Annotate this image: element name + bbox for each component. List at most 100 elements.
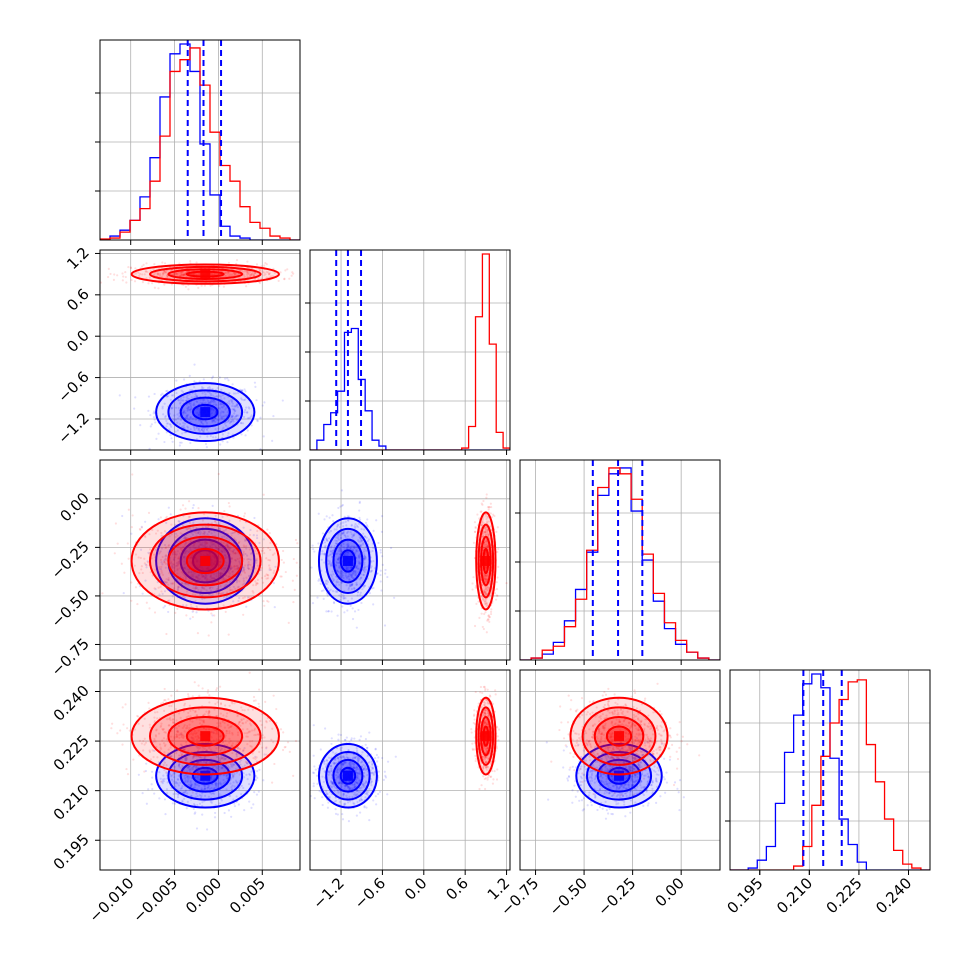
scatter-point	[192, 273, 195, 276]
scatter-point	[200, 756, 203, 759]
scatter-point	[183, 555, 186, 558]
scatter-point	[201, 792, 204, 795]
scatter-point	[151, 528, 154, 532]
scatter-point	[256, 536, 259, 540]
scatter-point	[206, 578, 210, 581]
scatter-point	[256, 419, 259, 423]
scatter-point	[267, 574, 270, 577]
scatter-point	[337, 523, 340, 526]
scatter-point	[238, 760, 241, 764]
scatter-point	[184, 577, 188, 580]
scatter-series-red	[110, 671, 298, 794]
scatter-point	[242, 422, 245, 425]
scatter-point	[343, 515, 346, 518]
scatter-point	[266, 577, 270, 580]
scatter-point	[181, 799, 184, 802]
scatter-point	[365, 524, 369, 527]
pair-plot-area	[101, 472, 300, 637]
scatter-point	[165, 389, 168, 393]
scatter-point	[189, 770, 192, 773]
scatter-point	[148, 533, 151, 536]
scatter-point	[326, 539, 329, 542]
scatter-point	[227, 501, 230, 505]
scatter-point	[264, 700, 267, 703]
density-peak	[342, 555, 353, 566]
scatter-point	[210, 787, 213, 790]
scatter-point	[240, 759, 243, 762]
histogram-series-red	[730, 679, 930, 870]
scatter-point	[144, 769, 148, 773]
scatter-point	[193, 273, 196, 276]
scatter-point	[228, 767, 231, 770]
scatter-point	[143, 534, 146, 537]
scatter-point	[239, 573, 243, 576]
scatter-point	[255, 557, 258, 560]
scatter-point	[189, 522, 192, 525]
scatter-point	[222, 578, 225, 581]
scatter-point	[209, 731, 213, 734]
scatter-point	[223, 509, 226, 513]
scatter-point	[192, 609, 195, 612]
scatter-point	[195, 765, 198, 768]
scatter-point	[265, 747, 268, 750]
scatter-point	[202, 398, 205, 401]
scatter-point	[242, 786, 245, 790]
scatter-point	[157, 287, 160, 290]
scatter-point	[209, 800, 212, 803]
scatter-point	[246, 260, 249, 263]
scatter-point	[225, 596, 228, 599]
scatter-point	[171, 802, 174, 805]
scatter-point	[231, 775, 234, 778]
scatter-point	[246, 554, 249, 557]
scatter-point	[265, 577, 268, 580]
scatter-point	[180, 389, 183, 392]
pair-panel-3-2	[309, 459, 511, 665]
scatter-point	[164, 562, 167, 565]
scatter-point	[120, 562, 123, 565]
scatter-point	[214, 520, 217, 524]
scatter-point	[358, 516, 361, 519]
scatter-point	[202, 746, 205, 749]
scatter-point	[237, 585, 240, 588]
scatter-point	[252, 534, 255, 537]
scatter-point	[194, 586, 197, 590]
scatter-point	[233, 785, 236, 788]
scatter-point	[324, 546, 327, 549]
scatter-point	[224, 271, 228, 274]
scatter-point	[214, 514, 217, 517]
scatter-point	[134, 586, 138, 589]
scatter-point	[221, 578, 225, 582]
scatter-point	[191, 506, 194, 510]
scatter-point	[154, 588, 157, 591]
scatter-point	[140, 565, 143, 568]
scatter-point	[169, 423, 172, 426]
scatter-point	[341, 574, 345, 577]
scatter-point	[200, 428, 203, 432]
panel-frame	[729, 669, 931, 871]
pair-plot-area	[100, 258, 295, 450]
scatter-point	[254, 699, 257, 702]
scatter-point	[188, 704, 191, 707]
scatter-point	[189, 556, 192, 559]
histogram-plot-area	[520, 460, 720, 660]
scatter-point	[366, 518, 369, 521]
scatter-point	[365, 536, 368, 539]
scatter-point	[496, 576, 499, 579]
scatter-point	[145, 762, 148, 765]
scatter-point	[190, 794, 193, 797]
scatter-point	[227, 575, 231, 578]
scatter-point	[362, 566, 365, 569]
scatter-point	[331, 514, 334, 517]
scatter-point	[210, 393, 213, 396]
scatter-point	[183, 422, 187, 425]
scatter-point	[230, 557, 234, 560]
scatter-point	[185, 614, 188, 617]
scatter-point	[195, 400, 198, 403]
scatter-point	[199, 420, 203, 424]
scatter-point	[160, 275, 163, 278]
scatter-point	[482, 589, 485, 593]
scatter-point	[163, 402, 166, 405]
scatter-point	[474, 525, 477, 529]
scatter-point	[225, 776, 228, 780]
scatter-point	[339, 543, 343, 547]
